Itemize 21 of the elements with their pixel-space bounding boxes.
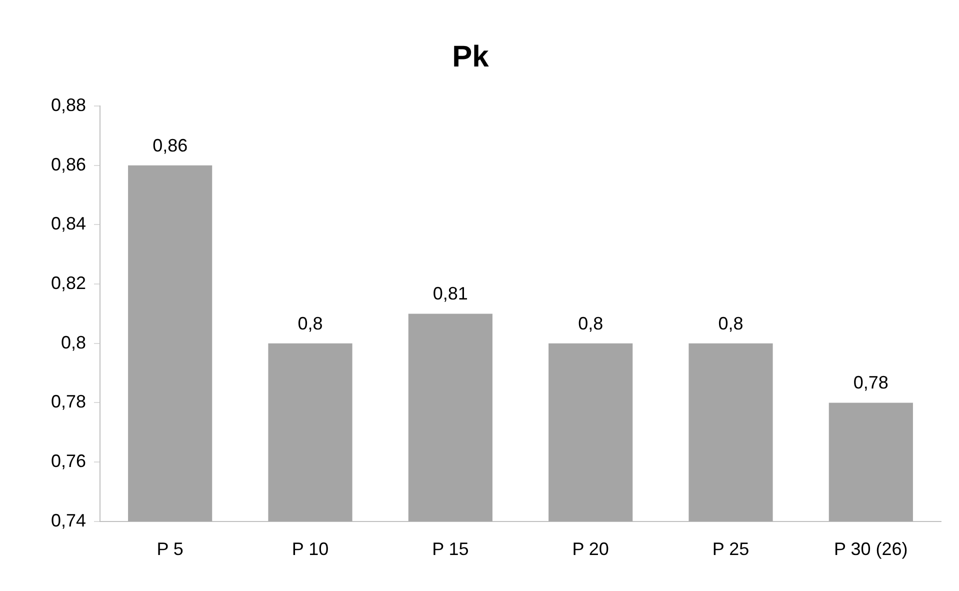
chart-title: Pk: [452, 40, 490, 74]
data-label: 0,86: [152, 135, 188, 156]
x-tick-label: P 10: [292, 539, 329, 560]
data-label: 0,8: [298, 313, 323, 334]
y-tick-label: 0,88: [50, 94, 86, 115]
y-tick-label: 0,84: [50, 214, 86, 234]
y-tick-label: 0,78: [50, 392, 86, 412]
x-tick-label: P 5: [156, 539, 184, 560]
data-label: 0,8: [718, 313, 744, 334]
x-tick-label: P 20: [572, 539, 609, 560]
y-tick-label: 0,86: [50, 154, 86, 174]
x-tick-label: P 30 (26): [834, 539, 908, 560]
data-label: 0,8: [578, 313, 604, 334]
y-tick-label: 0,76: [50, 451, 86, 472]
data-label: 0,78: [853, 372, 888, 393]
x-tick-label: P 15: [432, 539, 469, 560]
y-tick-label: 0,82: [50, 272, 86, 293]
x-tick-label: P 25: [712, 539, 750, 560]
data-label: 0,81: [432, 284, 468, 304]
y-tick-label: 0,74: [50, 510, 86, 530]
y-tick-label: 0,8: [60, 332, 86, 352]
